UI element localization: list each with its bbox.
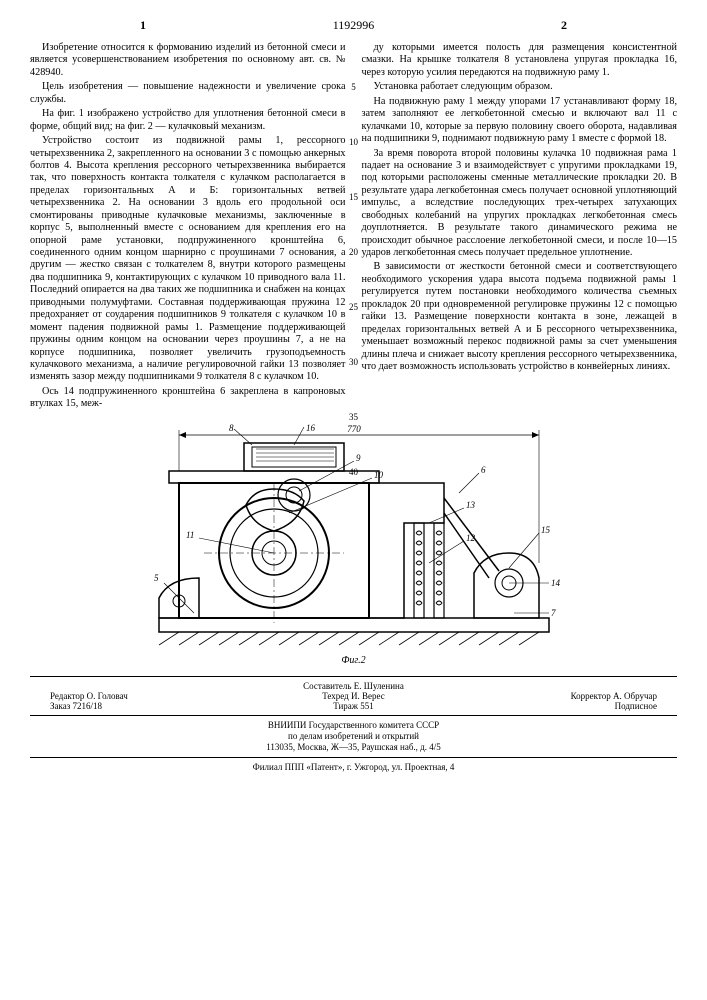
divider xyxy=(30,715,677,716)
editor: Редактор О. Головач xyxy=(50,691,252,701)
publisher-block: ВНИИПИ Государственного комитета СССР по… xyxy=(30,720,677,774)
publisher-line: ВНИИПИ Государственного комитета СССР xyxy=(30,720,677,731)
svg-text:13: 13 xyxy=(466,500,476,510)
text-columns: Изобретение относится к формованию издел… xyxy=(30,42,677,413)
figure-2: 770 8 16 9 10 11 12 13 15 6 14 7 5 Фиг.2 xyxy=(30,423,677,666)
page-num-left: 1 xyxy=(140,18,146,33)
circulation: Тираж 551 xyxy=(252,701,454,711)
paragraph: Ось 14 подпружиненного кронштейна 6 закр… xyxy=(30,386,346,411)
compiler: Составитель Е. Шуленина xyxy=(30,681,677,691)
svg-text:11: 11 xyxy=(186,530,194,540)
signed: Подписное xyxy=(455,701,657,711)
svg-text:14: 14 xyxy=(551,578,561,588)
left-column: Изобретение относится к формованию издел… xyxy=(30,42,346,413)
line-number: 30 xyxy=(347,357,361,368)
paragraph: Цель изобретения — повышение надежности … xyxy=(30,81,346,106)
paragraph: На фиг. 1 изображено устройство для упло… xyxy=(30,108,346,133)
svg-text:10: 10 xyxy=(374,470,384,480)
line-number: 25 xyxy=(347,302,361,313)
svg-text:16: 16 xyxy=(306,423,316,433)
paragraph: На подвижную раму 1 между упорами 17 уст… xyxy=(362,96,678,146)
patent-number: 1192996 xyxy=(333,18,375,33)
publisher-line: по делам изобретений и открытий xyxy=(30,731,677,742)
line-number: 10 xyxy=(347,137,361,148)
credits-block: Составитель Е. Шуленина Редактор О. Голо… xyxy=(30,676,677,774)
techred: Техред И. Верес xyxy=(252,691,454,701)
mechanism-drawing: 770 8 16 9 10 11 12 13 15 6 14 7 5 xyxy=(144,423,564,653)
page-header: 1 1192996 2 xyxy=(30,18,677,34)
paragraph: Изобретение относится к формованию издел… xyxy=(30,42,346,79)
publisher-line: Филиал ППП «Патент», г. Ужгород, ул. Про… xyxy=(30,762,677,773)
page: 1 1192996 2 Изобретение относится к форм… xyxy=(0,0,707,784)
svg-text:5: 5 xyxy=(154,573,159,583)
right-column: ду которыми имеется полость для размещен… xyxy=(362,42,678,413)
line-number: 5 xyxy=(347,82,361,93)
paragraph: Устройство состоит из подвижной рамы 1, … xyxy=(30,135,346,384)
line-number: 40 xyxy=(347,467,361,478)
dimension-label: 770 xyxy=(347,424,361,434)
paragraph: В зависимости от жесткости бетонной смес… xyxy=(362,261,678,373)
paragraph: ду которыми имеется полость для размещен… xyxy=(362,42,678,79)
page-num-right: 2 xyxy=(561,18,567,33)
line-number: 15 xyxy=(347,192,361,203)
paragraph: Установка работает следующим образом. xyxy=(362,81,678,93)
svg-text:7: 7 xyxy=(551,608,556,618)
svg-text:8: 8 xyxy=(229,423,234,433)
order-number: Заказ 7216/18 xyxy=(50,701,252,711)
svg-text:12: 12 xyxy=(466,533,476,543)
paragraph: За время поворота второй половины кулачк… xyxy=(362,148,678,260)
line-number: 20 xyxy=(347,247,361,258)
figure-caption: Фиг.2 xyxy=(30,655,677,666)
svg-text:15: 15 xyxy=(541,525,551,535)
divider xyxy=(30,757,677,758)
line-number: 35 xyxy=(347,412,361,423)
svg-text:9: 9 xyxy=(356,453,361,463)
svg-text:6: 6 xyxy=(481,465,486,475)
divider xyxy=(30,676,677,677)
publisher-line: 113035, Москва, Ж—35, Раушская наб., д. … xyxy=(30,742,677,753)
corrector: Корректор А. Обручар xyxy=(455,691,657,701)
